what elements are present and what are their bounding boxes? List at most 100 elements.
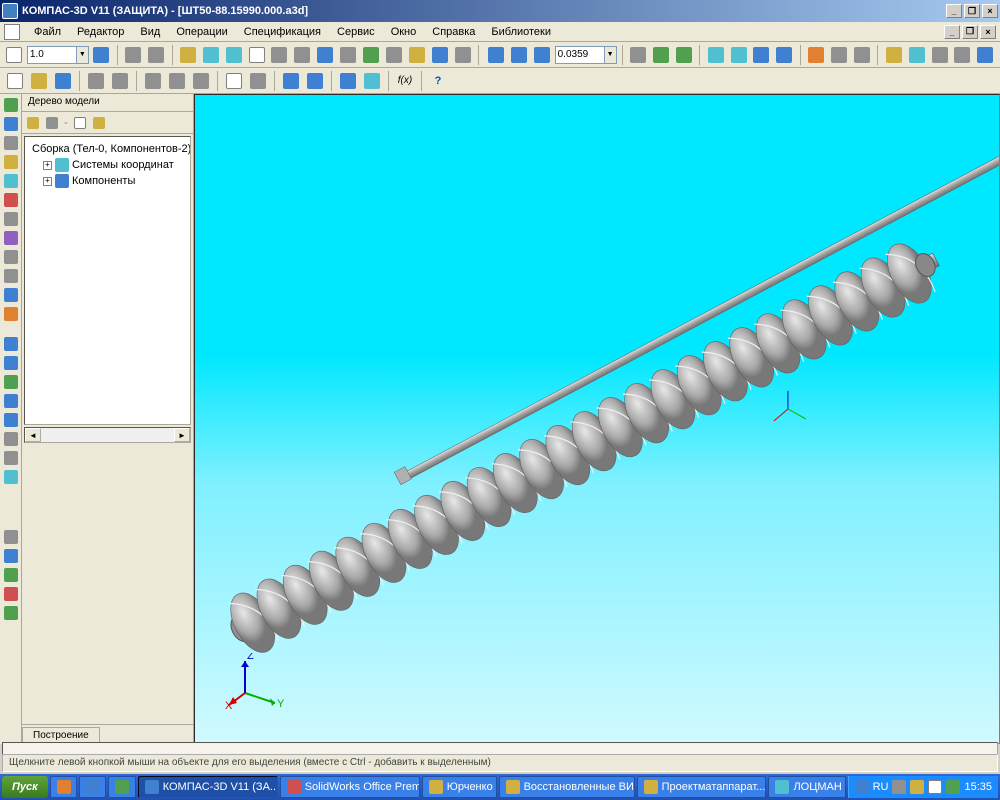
vtool-10[interactable]: [2, 286, 20, 304]
task-lotsman[interactable]: ЛОЦМАН: [768, 776, 845, 798]
scale-dropdown[interactable]: ▼: [27, 46, 89, 64]
menu-service[interactable]: Сервис: [329, 24, 383, 40]
vtool-18[interactable]: [2, 449, 20, 467]
preview-button[interactable]: [109, 70, 131, 92]
vtool-19[interactable]: [2, 468, 20, 486]
vtool-6[interactable]: [2, 210, 20, 228]
tool-button-2[interactable]: [146, 44, 167, 66]
tool-button-8[interactable]: [315, 44, 336, 66]
minimize-button[interactable]: _: [946, 4, 962, 18]
menu-operations[interactable]: Операции: [168, 24, 235, 40]
tool-button-5[interactable]: [246, 44, 267, 66]
vtool-9[interactable]: [2, 267, 20, 285]
vtool-20[interactable]: [2, 528, 20, 546]
tree-hscroll[interactable]: ◄ ►: [24, 427, 191, 443]
task-kompas[interactable]: КОМПАС-3D V11 (ЗА...: [138, 776, 278, 798]
measure-dropdown-arrow[interactable]: ▼: [605, 46, 617, 64]
expand-icon[interactable]: +: [43, 177, 52, 186]
tree-tab-2[interactable]: [43, 114, 61, 132]
tool-button-13[interactable]: [452, 44, 473, 66]
zoom-fit-button[interactable]: [509, 44, 530, 66]
tool-button-6[interactable]: [269, 44, 290, 66]
start-button[interactable]: Пуск: [2, 776, 48, 798]
rotate-button[interactable]: [650, 44, 671, 66]
save-button[interactable]: [52, 70, 74, 92]
scale-dropdown-arrow[interactable]: ▼: [77, 46, 89, 64]
library-button[interactable]: [337, 70, 359, 92]
view-button-1[interactable]: [806, 44, 827, 66]
view-button-2[interactable]: [829, 44, 850, 66]
task-folder-2[interactable]: Восстановленные ВИ: [499, 776, 635, 798]
vtool-8[interactable]: [2, 248, 20, 266]
redo-button[interactable]: [304, 70, 326, 92]
tree-node-components[interactable]: + Компоненты: [29, 173, 186, 189]
hidden-button[interactable]: [728, 44, 749, 66]
vtool-17[interactable]: [2, 430, 20, 448]
tool-button-4[interactable]: [223, 44, 244, 66]
system-tray[interactable]: RU 15:35: [848, 776, 998, 798]
vtool-2[interactable]: [2, 134, 20, 152]
layers-button[interactable]: [177, 44, 198, 66]
copy-button[interactable]: [166, 70, 188, 92]
tray-icon[interactable]: [892, 780, 906, 794]
menu-window[interactable]: Окно: [383, 24, 425, 40]
pan-button[interactable]: [628, 44, 649, 66]
help-button[interactable]: ?: [427, 70, 449, 92]
shaded-button[interactable]: [751, 44, 772, 66]
vtool-1[interactable]: [2, 115, 20, 133]
volume-icon[interactable]: [928, 780, 942, 794]
quick-launch-3[interactable]: [108, 776, 135, 798]
tool-button-11[interactable]: [406, 44, 427, 66]
vtool-11[interactable]: [2, 305, 20, 323]
vtool-12[interactable]: [2, 335, 20, 353]
model-tree[interactable]: Сборка (Тел-0, Компонентов-2) + Системы …: [24, 136, 191, 425]
menu-spec[interactable]: Спецификация: [236, 24, 329, 40]
refresh-button[interactable]: [91, 44, 112, 66]
tree-tab-1[interactable]: [24, 114, 42, 132]
lang-icon[interactable]: [855, 780, 869, 794]
3d-viewport[interactable]: Z Y X: [194, 94, 1000, 744]
tool-button-12[interactable]: [429, 44, 450, 66]
menu-file[interactable]: Файл: [26, 24, 69, 40]
tool-button-10[interactable]: [383, 44, 404, 66]
edit-sketch-button[interactable]: [2, 96, 20, 114]
view-button-7[interactable]: [975, 44, 996, 66]
tree-tab-4[interactable]: [90, 114, 108, 132]
vtool-21[interactable]: [2, 547, 20, 565]
cursor-tool-button[interactable]: [4, 44, 25, 66]
close-button[interactable]: ×: [982, 4, 998, 18]
print-button[interactable]: [85, 70, 107, 92]
tree-node-coord[interactable]: + Системы координат: [29, 157, 186, 173]
vtool-16[interactable]: [2, 411, 20, 429]
new-button[interactable]: [4, 70, 26, 92]
zoom-button[interactable]: [532, 44, 553, 66]
view-button-3[interactable]: [851, 44, 872, 66]
vtool-4[interactable]: [2, 172, 20, 190]
maximize-button[interactable]: ❐: [964, 4, 980, 18]
vtool-14[interactable]: [2, 373, 20, 391]
expand-icon[interactable]: +: [43, 161, 52, 170]
vtool-22[interactable]: [2, 566, 20, 584]
scale-input[interactable]: [27, 46, 77, 64]
tree-root[interactable]: Сборка (Тел-0, Компонентов-2): [29, 141, 186, 157]
menu-libs[interactable]: Библиотеки: [483, 24, 559, 40]
vtool-15[interactable]: [2, 392, 20, 410]
task-solidworks[interactable]: SolidWorks Office Premi...: [280, 776, 420, 798]
tool-button-9[interactable]: [361, 44, 382, 66]
view-button-4[interactable]: [906, 44, 927, 66]
tool-button-3[interactable]: [200, 44, 221, 66]
tray-lang[interactable]: RU: [873, 781, 889, 793]
mdi-close-button[interactable]: ×: [980, 25, 996, 39]
spec-button[interactable]: [361, 70, 383, 92]
vtool-23[interactable]: [2, 585, 20, 603]
tray-icon[interactable]: [946, 780, 960, 794]
undo-button[interactable]: [280, 70, 302, 92]
scroll-track[interactable]: [41, 428, 174, 442]
view-button-6[interactable]: [952, 44, 973, 66]
measure-dropdown[interactable]: ▼: [555, 46, 617, 64]
tool-button-1[interactable]: [123, 44, 144, 66]
section-button[interactable]: [883, 44, 904, 66]
tray-icon[interactable]: [910, 780, 924, 794]
tool-button-7[interactable]: [292, 44, 313, 66]
tree-tab-3[interactable]: [71, 114, 89, 132]
